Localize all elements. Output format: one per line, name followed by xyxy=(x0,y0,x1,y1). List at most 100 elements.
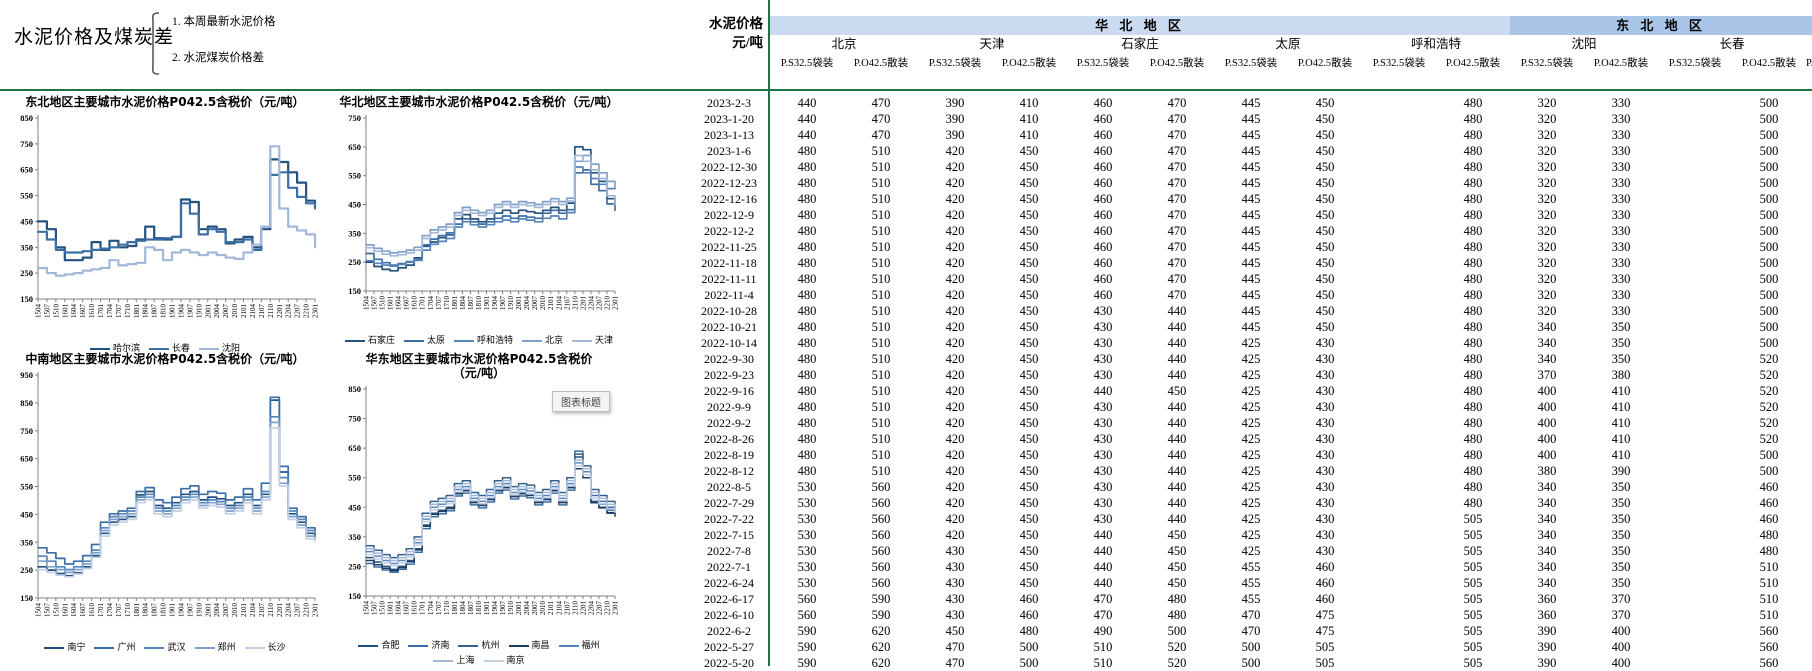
value-cell[interactable]: 445 xyxy=(1241,208,1261,222)
value-cell[interactable] xyxy=(1658,143,1732,159)
value-cell[interactable]: 390 xyxy=(1537,640,1557,654)
value-cell[interactable] xyxy=(1658,623,1732,639)
value-cell[interactable]: 450 xyxy=(1167,576,1187,590)
value-cell[interactable]: 560 xyxy=(1759,656,1779,670)
date-cell[interactable]: 2022-6-2 xyxy=(707,624,751,638)
value-cell[interactable] xyxy=(1658,527,1732,543)
value-cell[interactable]: 420 xyxy=(945,320,965,334)
value-cell[interactable] xyxy=(1362,319,1436,335)
value-cell[interactable] xyxy=(1658,319,1732,335)
value-cell[interactable]: 500 xyxy=(1759,96,1779,110)
value-cell[interactable]: 470 xyxy=(871,128,891,142)
value-cell[interactable]: 460 xyxy=(1093,128,1113,142)
value-cell[interactable]: 450 xyxy=(1019,352,1039,366)
value-cell[interactable]: 350 xyxy=(1611,560,1631,574)
date-cell[interactable]: 2022-5-20 xyxy=(704,656,754,670)
value-cell[interactable] xyxy=(1658,447,1732,463)
value-cell[interactable]: 470 xyxy=(1167,144,1187,158)
value-cell[interactable]: 320 xyxy=(1537,272,1557,286)
value-cell[interactable]: 340 xyxy=(1537,352,1557,366)
value-cell[interactable]: 480 xyxy=(1463,448,1483,462)
value-cell[interactable]: 455 xyxy=(1241,592,1261,606)
value-cell[interactable]: 480 xyxy=(1463,384,1483,398)
value-cell[interactable]: 450 xyxy=(1315,112,1335,126)
value-cell[interactable]: 450 xyxy=(1019,320,1039,334)
value-cell[interactable] xyxy=(1362,239,1436,255)
value-cell[interactable]: 425 xyxy=(1241,528,1261,542)
value-cell[interactable]: 450 xyxy=(1019,288,1039,302)
value-cell[interactable]: 560 xyxy=(871,576,891,590)
value-cell[interactable]: 480 xyxy=(797,208,817,222)
value-cell[interactable]: 510 xyxy=(871,400,891,414)
value-cell[interactable]: 445 xyxy=(1241,112,1261,126)
value-cell[interactable]: 360 xyxy=(1537,592,1557,606)
value-cell[interactable]: 500 xyxy=(1759,240,1779,254)
value-cell[interactable] xyxy=(1362,447,1436,463)
value-cell[interactable] xyxy=(1658,607,1732,623)
value-cell[interactable]: 510 xyxy=(871,352,891,366)
value-cell[interactable]: 480 xyxy=(1019,624,1039,638)
chart-north-china-cement-price[interactable]: 华北地区主要城市水泥价格P042.5含税价（元/吨） 750 650 550 450 35… xyxy=(336,95,622,345)
value-cell[interactable]: 470 xyxy=(1241,608,1261,622)
date-cell[interactable]: 2022-6-24 xyxy=(704,576,754,590)
value-cell[interactable]: 430 xyxy=(1093,368,1113,382)
value-cell[interactable]: 510 xyxy=(871,320,891,334)
value-cell[interactable]: 340 xyxy=(1537,320,1557,334)
value-cell[interactable]: 460 xyxy=(1315,592,1335,606)
value-cell[interactable]: 330 xyxy=(1611,224,1631,238)
value-cell[interactable]: 530 xyxy=(797,496,817,510)
value-cell[interactable]: 330 xyxy=(1611,208,1631,222)
value-cell[interactable]: 460 xyxy=(1093,160,1113,174)
value-cell[interactable]: 480 xyxy=(797,144,817,158)
value-cell[interactable]: 425 xyxy=(1241,400,1261,414)
value-cell[interactable]: 480 xyxy=(1463,416,1483,430)
city-header[interactable]: 北京 xyxy=(831,37,857,51)
value-cell[interactable]: 470 xyxy=(1167,256,1187,270)
value-cell[interactable]: 410 xyxy=(1611,432,1631,446)
value-cell[interactable]: 420 xyxy=(945,496,965,510)
value-cell[interactable]: 520 xyxy=(1759,416,1779,430)
value-cell[interactable] xyxy=(1658,543,1732,559)
value-cell[interactable]: 470 xyxy=(1167,224,1187,238)
value-cell[interactable]: 505 xyxy=(1463,640,1483,654)
date-cell[interactable]: 2022-10-28 xyxy=(701,304,757,318)
value-cell[interactable]: 470 xyxy=(1167,272,1187,286)
value-cell[interactable]: 445 xyxy=(1241,96,1261,110)
value-cell[interactable]: 500 xyxy=(1759,128,1779,142)
value-cell[interactable]: 510 xyxy=(871,464,891,478)
value-cell[interactable]: 340 xyxy=(1537,544,1557,558)
value-cell[interactable]: 450 xyxy=(1019,464,1039,478)
value-cell[interactable]: 400 xyxy=(1611,624,1631,638)
value-cell[interactable]: 450 xyxy=(1019,192,1039,206)
column-header[interactable]: P.S32.5袋装 xyxy=(1372,58,1426,69)
value-cell[interactable]: 425 xyxy=(1241,448,1261,462)
value-cell[interactable]: 500 xyxy=(1759,208,1779,222)
value-cell[interactable]: 480 xyxy=(1463,224,1483,238)
value-cell[interactable]: 430 xyxy=(1093,448,1113,462)
value-cell[interactable]: 440 xyxy=(1167,512,1187,526)
value-cell[interactable]: 510 xyxy=(871,448,891,462)
value-cell[interactable]: 510 xyxy=(871,272,891,286)
value-cell[interactable]: 500 xyxy=(1759,464,1779,478)
value-cell[interactable]: 520 xyxy=(1759,384,1779,398)
value-cell[interactable]: 425 xyxy=(1241,496,1261,510)
value-cell[interactable]: 380 xyxy=(1537,464,1557,478)
value-cell[interactable] xyxy=(1362,479,1436,495)
value-cell[interactable]: 320 xyxy=(1537,288,1557,302)
value-cell[interactable]: 530 xyxy=(797,560,817,574)
value-cell[interactable]: 450 xyxy=(1019,368,1039,382)
value-cell[interactable]: 445 xyxy=(1241,176,1261,190)
value-cell[interactable]: 505 xyxy=(1315,640,1335,654)
column-header[interactable]: P.S32.5袋装 xyxy=(1520,58,1574,69)
value-cell[interactable]: 500 xyxy=(1759,272,1779,286)
value-cell[interactable]: 560 xyxy=(871,480,891,494)
value-cell[interactable] xyxy=(1658,639,1732,655)
date-cell[interactable]: 2022-9-16 xyxy=(704,384,754,398)
value-cell[interactable]: 390 xyxy=(945,96,965,110)
date-cell[interactable]: 2022-9-30 xyxy=(704,352,754,366)
region-header[interactable]: 华 北 地 区 xyxy=(770,16,1510,35)
value-cell[interactable]: 430 xyxy=(1315,448,1335,462)
value-cell[interactable] xyxy=(1658,239,1732,255)
value-cell[interactable] xyxy=(1362,639,1436,655)
value-cell[interactable]: 450 xyxy=(1167,384,1187,398)
